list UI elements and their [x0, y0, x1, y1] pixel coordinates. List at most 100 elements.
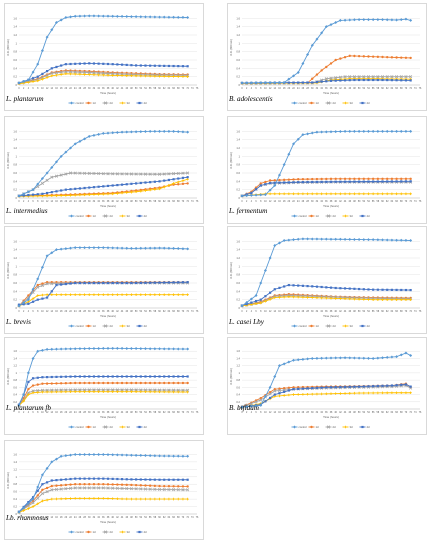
data-point	[130, 182, 133, 185]
x-tick-label: 2	[23, 517, 25, 519]
data-point	[143, 487, 148, 491]
x-tick-label: 32	[93, 88, 96, 90]
data-point	[390, 18, 394, 22]
x-tick-label: 46	[348, 88, 351, 90]
data-point	[59, 347, 63, 351]
data-point	[40, 49, 44, 53]
x-tick-label: 34	[320, 311, 323, 313]
legend-item: 3d	[119, 530, 130, 534]
data-point	[54, 174, 59, 178]
data-point	[163, 179, 166, 182]
data-point	[249, 297, 253, 301]
data-point	[386, 288, 389, 291]
data-point	[101, 346, 105, 350]
legend-label: control	[76, 214, 84, 218]
data-point	[306, 192, 309, 196]
y-tick-label: 0.4	[236, 179, 240, 183]
data-point	[320, 285, 323, 289]
data-point	[306, 237, 310, 241]
data-point	[83, 477, 86, 480]
data-point	[358, 180, 361, 183]
data-point	[36, 349, 40, 353]
data-point	[88, 186, 91, 189]
x-tick-label: 50	[358, 88, 361, 90]
data-point	[148, 381, 152, 385]
data-point	[73, 14, 77, 18]
data-point	[329, 23, 333, 27]
data-point	[45, 254, 49, 258]
data-point	[50, 497, 54, 501]
data-point	[372, 288, 375, 291]
x-tick-label: 66	[395, 412, 398, 414]
y-tick-label: 0.6	[13, 490, 17, 494]
x-tick-label: 56	[149, 517, 152, 519]
legend-item: control	[291, 214, 307, 218]
data-point	[186, 454, 190, 458]
data-point	[176, 171, 180, 175]
data-point	[385, 391, 389, 395]
y-tick-label: 1.6	[13, 129, 17, 133]
data-point	[59, 247, 63, 251]
data-point	[376, 288, 379, 291]
data-point	[353, 54, 356, 58]
data-point	[395, 355, 399, 359]
data-point	[83, 281, 86, 285]
data-point	[106, 192, 110, 196]
legend-label: 2d	[110, 324, 113, 328]
data-point	[324, 356, 328, 360]
x-tick-label: 8	[260, 311, 262, 313]
data-point	[162, 75, 166, 78]
data-point	[45, 347, 49, 351]
data-point	[292, 284, 295, 287]
data-point	[78, 293, 82, 296]
legend-label: 4d	[367, 101, 370, 105]
data-point	[102, 483, 105, 486]
data-point	[78, 388, 82, 392]
data-point	[120, 246, 124, 250]
data-point	[167, 178, 170, 182]
data-point	[111, 14, 115, 18]
data-point	[310, 43, 314, 47]
x-tick-label: 12	[46, 412, 49, 414]
series-line	[241, 293, 411, 307]
data-point	[40, 181, 45, 185]
data-point	[87, 134, 91, 138]
x-tick-label: 58	[154, 412, 157, 414]
data-point	[181, 485, 185, 488]
data-point	[139, 484, 142, 487]
x-tick-label: 40	[334, 201, 337, 203]
data-point	[78, 452, 82, 456]
data-point	[167, 75, 171, 78]
data-point	[381, 192, 384, 196]
x-tick-label: 38	[330, 88, 333, 90]
data-point	[60, 64, 63, 67]
x-tick-label: 60	[158, 88, 161, 90]
data-point	[315, 130, 319, 134]
data-point	[339, 392, 342, 395]
data-point	[97, 62, 100, 65]
data-point	[404, 75, 408, 79]
x-tick-label: 22	[292, 201, 295, 203]
x-axis-title: Time (hours)	[323, 204, 339, 208]
data-point	[283, 285, 286, 288]
data-point	[357, 18, 361, 22]
data-point	[367, 177, 370, 181]
data-point	[121, 101, 124, 105]
data-point	[181, 281, 185, 284]
data-point	[130, 74, 133, 78]
data-point	[69, 188, 72, 191]
data-point	[338, 18, 342, 22]
x-tick-label: 30	[88, 412, 91, 414]
data-point	[106, 346, 110, 350]
data-point	[310, 425, 313, 429]
data-point	[186, 247, 190, 251]
x-tick-label: 72	[409, 412, 412, 414]
data-point	[121, 425, 124, 429]
data-point	[125, 483, 128, 487]
data-point	[59, 390, 63, 394]
x-tick-label: 20	[288, 311, 291, 313]
data-point	[167, 388, 171, 392]
data-point	[380, 75, 385, 79]
data-point	[144, 281, 147, 284]
data-point	[55, 484, 58, 487]
